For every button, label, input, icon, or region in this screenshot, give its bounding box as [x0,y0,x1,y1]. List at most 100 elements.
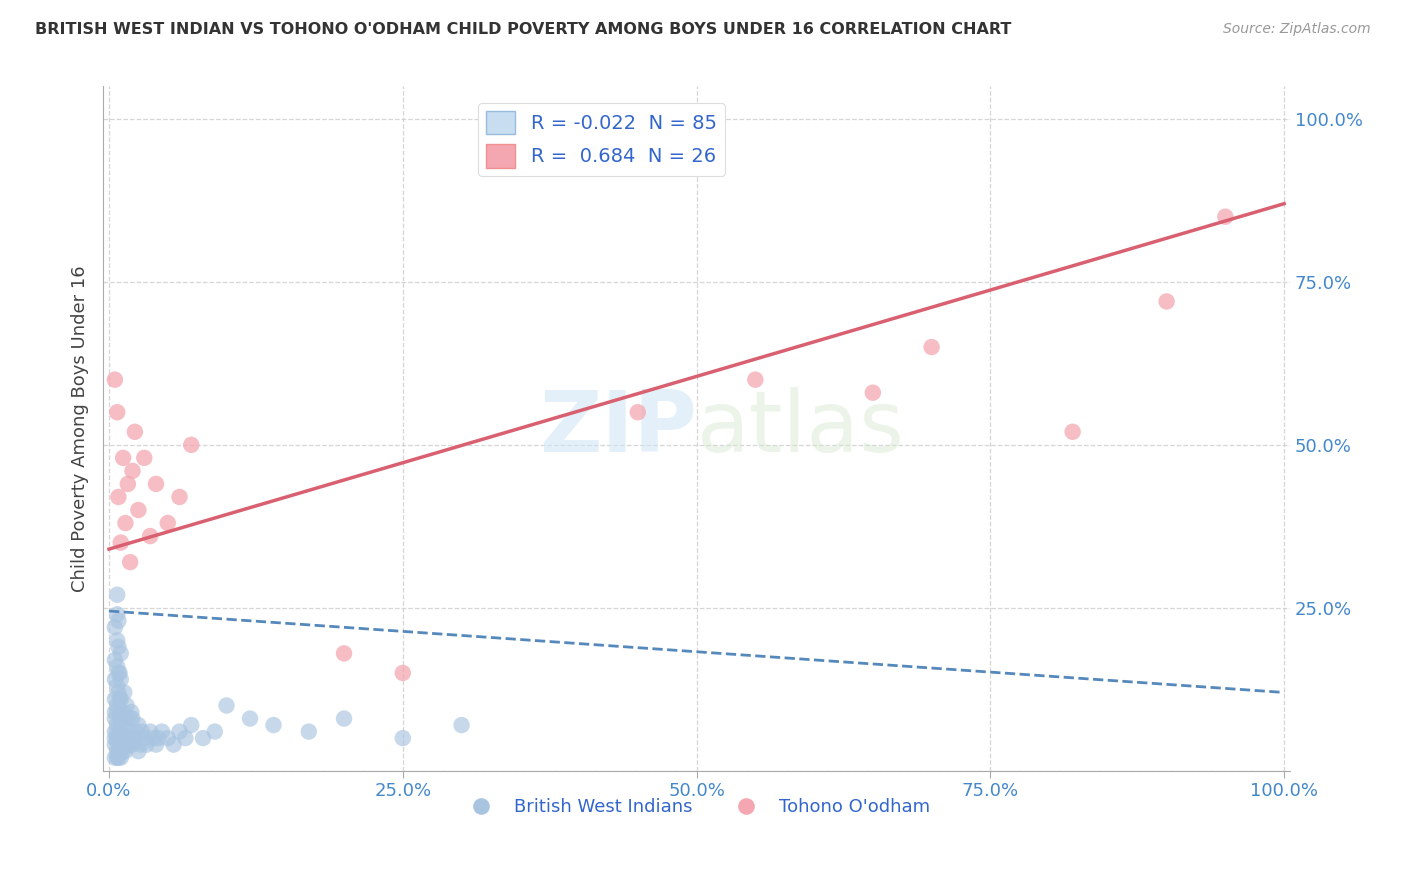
Point [108,744,131,758]
Point [110,535,132,549]
Point [107,685,129,699]
Point [107,738,129,752]
Point [104,705,127,719]
Point [105,607,128,622]
Point [105,633,128,648]
Point [1062,425,1084,439]
Point [121,464,143,478]
Point [134,450,156,465]
Point [105,744,128,758]
Point [169,490,191,504]
Point [127,744,149,758]
Point [112,685,135,699]
Point [139,529,162,543]
Point [191,731,214,745]
Point [112,738,135,752]
Point [110,724,132,739]
Point [744,373,766,387]
Point [120,738,142,752]
Point [450,718,472,732]
Point [148,731,170,745]
Point [239,712,262,726]
Point [127,718,149,732]
Point [862,385,884,400]
Y-axis label: Child Poverty Among Boys Under 16: Child Poverty Among Boys Under 16 [72,265,89,591]
Point [627,405,650,419]
Point [127,503,149,517]
Point [169,724,191,739]
Point [112,705,135,719]
Point [105,659,128,673]
Point [110,646,132,660]
Point [120,705,142,719]
Point [145,477,167,491]
Point [145,738,167,752]
Point [105,718,128,732]
Point [180,438,202,452]
Point [333,646,356,660]
Point [105,405,128,419]
Point [112,731,135,745]
Point [156,731,179,745]
Point [107,724,129,739]
Point [107,614,129,628]
Point [112,744,135,758]
Point [104,653,127,667]
Point [134,731,156,745]
Point [263,718,285,732]
Point [121,712,143,726]
Point [114,744,136,758]
Point [1215,210,1237,224]
Point [107,640,129,654]
Point [105,698,128,713]
Point [112,718,135,732]
Point [104,731,127,745]
Point [105,588,128,602]
Point [110,692,132,706]
Point [104,373,127,387]
Point [104,738,127,752]
Point [110,673,132,687]
Point [117,477,139,491]
Point [121,738,143,752]
Point [108,692,131,706]
Point [104,724,127,739]
Point [110,738,132,752]
Point [108,665,131,680]
Point [105,750,128,764]
Point [131,724,153,739]
Point [125,724,148,739]
Text: BRITISH WEST INDIAN VS TOHONO O'ODHAM CHILD POVERTY AMONG BOYS UNDER 16 CORRELAT: BRITISH WEST INDIAN VS TOHONO O'ODHAM CH… [35,22,1011,37]
Point [120,712,142,726]
Point [150,724,173,739]
Point [104,673,127,687]
Point [105,731,128,745]
Point [204,724,226,739]
Point [120,555,142,569]
Point [124,731,146,745]
Point [333,712,356,726]
Point [114,516,136,530]
Point [180,718,202,732]
Point [105,679,128,693]
Point [104,712,127,726]
Point [104,620,127,634]
Point [921,340,943,354]
Point [124,425,146,439]
Point [120,731,142,745]
Point [156,516,179,530]
Point [142,731,165,745]
Point [104,750,127,764]
Point [107,705,129,719]
Point [162,738,184,752]
Point [108,712,131,726]
Text: atlas: atlas [696,387,904,470]
Point [139,724,162,739]
Point [135,738,157,752]
Point [174,731,197,745]
Point [129,738,152,752]
Point [298,724,321,739]
Point [107,665,129,680]
Text: Source: ZipAtlas.com: Source: ZipAtlas.com [1223,22,1371,37]
Point [115,698,138,713]
